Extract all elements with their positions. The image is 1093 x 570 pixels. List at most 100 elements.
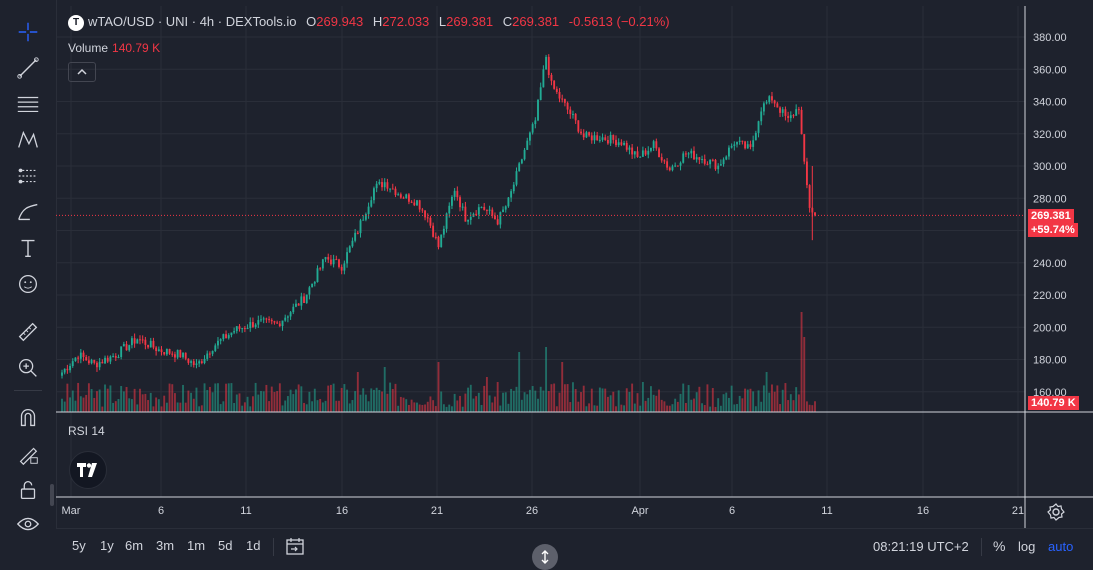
volume-bar xyxy=(690,399,693,412)
volume-bar xyxy=(453,393,456,412)
volume-bar xyxy=(160,406,163,412)
candle xyxy=(582,133,585,138)
price-chart[interactable]: 380.00360.00340.00320.00300.00280.00260.… xyxy=(0,0,1093,528)
candle xyxy=(195,363,198,366)
volume-bar xyxy=(693,398,695,412)
candle xyxy=(238,326,241,329)
range-5y-button[interactable]: 5y xyxy=(72,538,86,553)
candle xyxy=(746,144,749,149)
volume-bar xyxy=(192,398,195,412)
volume-bar xyxy=(184,402,187,412)
range-1y-button[interactable]: 1y xyxy=(100,538,114,553)
eye-icon[interactable] xyxy=(12,508,44,540)
candle xyxy=(674,165,677,167)
candle xyxy=(561,98,564,100)
candle xyxy=(448,205,451,214)
tradingview-logo[interactable] xyxy=(69,451,107,489)
candle xyxy=(389,188,392,190)
pattern-icon[interactable] xyxy=(12,124,44,156)
range-5d-button[interactable]: 5d xyxy=(218,538,233,553)
volume-bar xyxy=(424,404,426,412)
volume-bar xyxy=(104,384,106,412)
candle xyxy=(155,347,158,352)
forecast-icon[interactable] xyxy=(12,160,44,192)
candle xyxy=(736,141,738,145)
candle xyxy=(340,266,343,271)
candle xyxy=(539,87,542,100)
candle xyxy=(421,209,424,211)
candle xyxy=(485,209,488,211)
candle xyxy=(149,340,152,348)
collapse-legend-button[interactable] xyxy=(68,62,96,82)
date-range-icon[interactable] xyxy=(284,535,306,557)
lock-drawing-icon[interactable] xyxy=(12,438,44,470)
volume-bar xyxy=(308,391,311,412)
candle xyxy=(709,159,712,165)
volume-bar xyxy=(469,384,472,412)
candle xyxy=(174,354,176,358)
range-1d-button[interactable]: 1d xyxy=(246,538,261,553)
brush-icon[interactable] xyxy=(12,196,44,228)
emoji-icon[interactable] xyxy=(12,268,44,300)
candle xyxy=(120,346,123,357)
text-icon[interactable] xyxy=(12,232,44,264)
symbol-title[interactable]: wTAO/USD · UNI · 4h · DEXTools.io xyxy=(88,14,297,29)
volume-bar xyxy=(311,401,314,412)
candle xyxy=(480,206,483,208)
log-scale-button[interactable]: log xyxy=(1018,539,1036,554)
candle xyxy=(762,103,765,112)
volume-bar xyxy=(472,398,475,412)
candle xyxy=(666,161,669,168)
volume-bar xyxy=(547,391,550,412)
volume-bar xyxy=(528,389,531,412)
volume-bar xyxy=(598,387,601,412)
volume-bar xyxy=(615,406,617,412)
volume-bar xyxy=(746,389,749,412)
candle xyxy=(518,163,521,172)
range-3m-button[interactable]: 3m xyxy=(156,538,175,553)
volume-bar xyxy=(695,392,698,412)
candle xyxy=(504,206,507,210)
candle xyxy=(542,69,545,88)
crosshair-icon[interactable] xyxy=(12,16,44,48)
trend-line-icon[interactable] xyxy=(12,52,44,84)
candle xyxy=(268,319,271,321)
pane-resize-handle[interactable] xyxy=(532,544,558,570)
candle xyxy=(265,318,268,320)
candle xyxy=(85,357,88,361)
candle xyxy=(351,240,354,247)
range-6m-button[interactable]: 6m xyxy=(125,538,144,553)
candle xyxy=(776,103,779,108)
fib-icon[interactable] xyxy=(12,88,44,120)
volume-bar xyxy=(410,399,413,412)
range-1m-button[interactable]: 1m xyxy=(187,538,206,553)
unlock-icon[interactable] xyxy=(12,474,44,506)
toolbar-scroll-handle[interactable] xyxy=(50,484,54,506)
percent-scale-button[interactable]: % xyxy=(993,538,1006,554)
volume-bar xyxy=(555,406,558,412)
candle xyxy=(442,228,445,235)
volume-bar xyxy=(278,383,281,412)
volume-bar xyxy=(90,389,93,412)
candle xyxy=(477,207,480,215)
candle xyxy=(251,322,254,327)
volume-bar xyxy=(303,402,305,412)
candle xyxy=(690,150,693,154)
candle xyxy=(117,356,120,358)
volume-bar xyxy=(338,400,340,412)
volume-bar xyxy=(545,347,548,412)
volume-bar xyxy=(77,382,80,412)
candle xyxy=(362,219,365,221)
zoom-icon[interactable] xyxy=(12,352,44,384)
auto-scale-button[interactable]: auto xyxy=(1048,539,1074,554)
magnet-icon[interactable] xyxy=(12,402,44,434)
volume-bar xyxy=(477,392,480,412)
volume-bar xyxy=(757,390,760,412)
candle xyxy=(397,194,400,196)
clock[interactable]: 08:21:19 UTC+2 xyxy=(873,539,969,554)
candle xyxy=(461,206,464,208)
candle xyxy=(706,163,709,165)
gear-icon[interactable] xyxy=(1046,502,1066,522)
candle xyxy=(152,340,155,348)
ruler-icon[interactable] xyxy=(12,316,44,348)
